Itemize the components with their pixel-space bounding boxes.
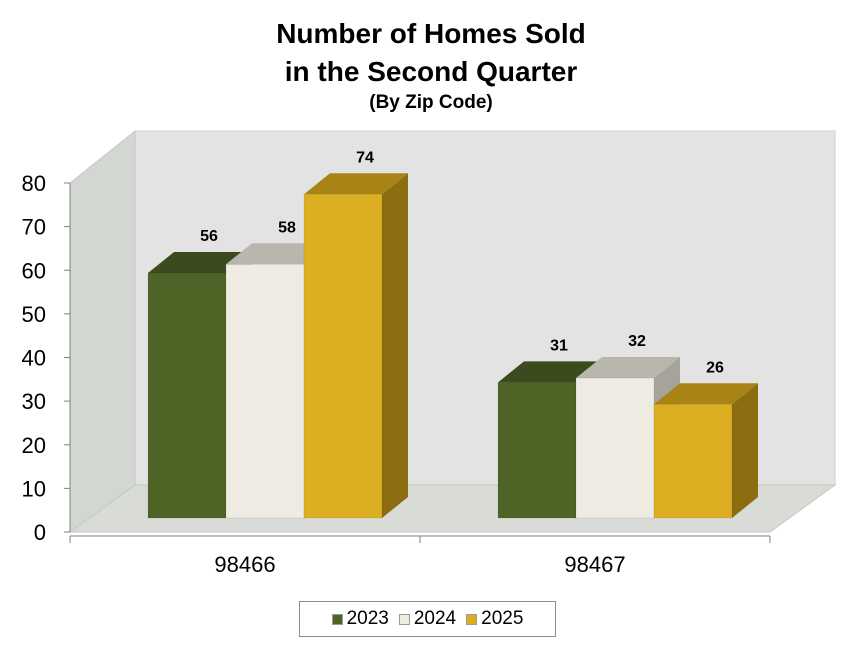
- bar-top-face: [304, 173, 408, 195]
- bar: [653, 383, 758, 519]
- chart-title-line-2: in the Second Quarter: [284, 56, 578, 87]
- data-label: 31: [550, 337, 568, 354]
- data-label: 56: [200, 228, 218, 245]
- data-label: 74: [356, 149, 374, 166]
- legend-label-2024: 2024: [413, 608, 457, 629]
- legend-item-2024: 2024: [398, 608, 457, 630]
- legend-swatch-2025: [466, 613, 478, 625]
- bar-side-face: [382, 173, 408, 518]
- legend-item-2023: 2023: [331, 608, 389, 630]
- bar-front-face: [575, 377, 655, 519]
- bar-front-face: [147, 272, 227, 519]
- y-tick-label: 0: [34, 520, 46, 545]
- legend-label-2023: 2023: [346, 608, 389, 629]
- data-label: 26: [706, 359, 724, 376]
- bar-side-face: [732, 383, 758, 518]
- y-tick-label: 30: [22, 389, 46, 414]
- x-axis-ticks: 98466 98467: [69, 536, 771, 577]
- bar-front-face: [653, 403, 733, 519]
- y-tick-label: 70: [22, 215, 46, 240]
- legend-swatch-2024: [398, 613, 410, 625]
- y-axis-ticks: 0 10 20 30 40 50 60 70 80: [22, 171, 70, 545]
- y-tick-label: 10: [22, 476, 46, 501]
- legend-swatch-2023: [331, 613, 343, 625]
- legend-item-2025: 2025: [466, 608, 523, 630]
- chart-title-line-1: Number of Homes Sold: [276, 18, 586, 49]
- y-tick-label: 40: [22, 346, 46, 371]
- bar-top-face: [498, 361, 602, 383]
- bar-front-face: [303, 193, 383, 519]
- legend-label-2025: 2025: [481, 608, 524, 629]
- data-label: 58: [278, 219, 296, 236]
- bar-top-face: [654, 383, 758, 405]
- bar-top-face: [576, 357, 680, 378]
- bar-front-face: [225, 263, 305, 519]
- chart-subtitle: (By Zip Code): [369, 92, 493, 113]
- bar-front-face: [497, 382, 577, 519]
- x-tick-label: 98466: [214, 552, 275, 577]
- x-tick-label: 98467: [564, 552, 625, 577]
- bars: 56 58 74 31 32 26: [147, 149, 758, 519]
- y-tick-label: 80: [22, 171, 46, 196]
- data-label: 32: [628, 333, 646, 350]
- bar: [303, 173, 408, 519]
- y-tick-label: 50: [22, 302, 46, 327]
- chart-legend: 2023 2024 2025: [299, 601, 556, 637]
- y-tick-label: 20: [22, 433, 46, 458]
- chart-side-wall: [69, 129, 136, 533]
- y-tick-label: 60: [22, 258, 46, 283]
